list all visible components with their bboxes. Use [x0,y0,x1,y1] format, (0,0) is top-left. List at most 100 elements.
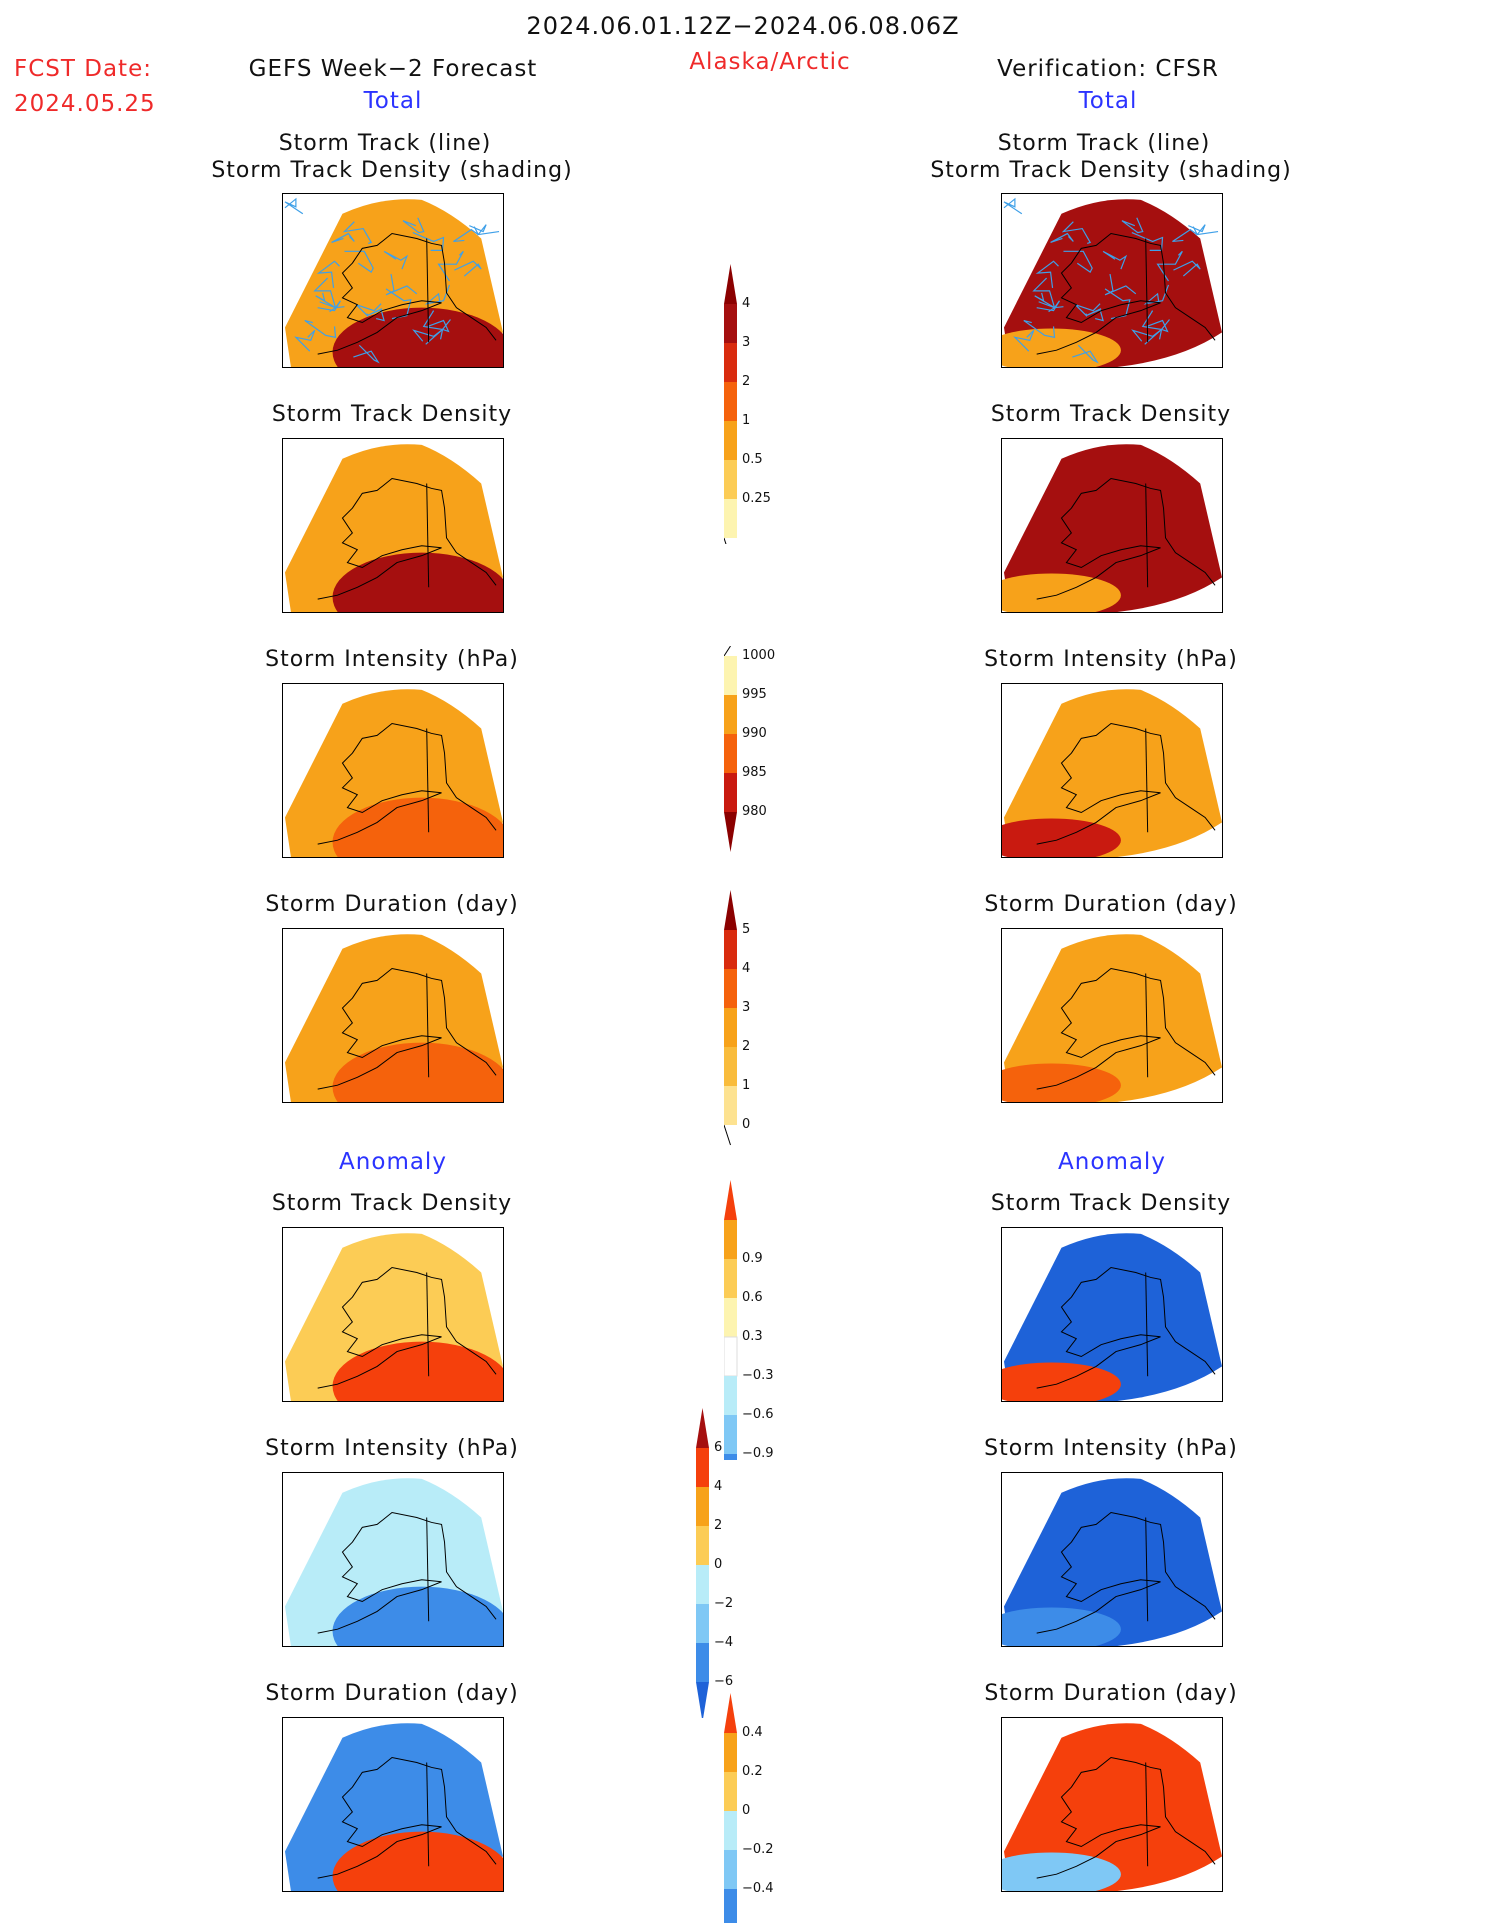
storm-track-line [422,310,451,331]
colorbar-segment [696,1565,709,1604]
map-canvas [1002,1478,1222,1646]
colorbar-anom-density: 0.9 0.6 0.3 −0.3 −0.6 −0.9 [724,1180,824,1460]
colorbar-segment [724,656,737,695]
colorbar-segment [724,773,737,812]
colorbar-top-arrow [724,1180,737,1220]
coastline [317,1512,497,1634]
colorbar-top-arrow [724,890,737,930]
storm-track-line [1013,330,1035,352]
colorbar-tick-label: 0.25 [742,491,771,506]
storm-track-line [1023,319,1056,339]
storm-track-line [1104,273,1137,296]
left-track-shading-title: Storm Track Density (shading) [211,158,573,183]
colorbar-segment [696,1526,709,1565]
map-shading-base [1003,1723,1222,1891]
colorbar-tick-label: 1 [742,413,751,428]
storm-track-line [331,232,355,244]
colorbar-tick-label: 995 [742,687,767,702]
colorbar-segment [724,1086,737,1125]
colorbar-segment [724,1376,737,1415]
colorbar-segment [724,1415,737,1454]
colorbar-tick-label: 0.2 [742,1764,763,1779]
storm-track-line [344,250,374,273]
period-title: 2024.06.01.12Z−2024.06.08.06Z [526,12,960,40]
colorbar-bottom-arrow [696,1682,709,1718]
storm-track-line [1172,226,1198,243]
colorbar-segment [724,930,737,969]
storm-track-line [454,260,482,277]
storm-track-line [469,224,500,236]
map-shading-core [332,1042,503,1102]
colorbar-tick-label: 4 [742,961,751,976]
colorbar-segment [724,1811,737,1850]
border-line [426,973,430,1078]
colorbar-segment [696,1448,709,1487]
map-vf-anom-intensity [1001,1472,1223,1647]
map-shading-core [332,797,503,857]
colorbar-graphic [724,264,737,544]
coastline [1036,1267,1216,1389]
map-vf-intensity [1001,683,1223,858]
colorbar-graphic [696,1408,709,1718]
colorbar-segment [724,1259,737,1298]
storm-track-line [1050,232,1074,244]
left-anom-density-title: Storm Track Density [271,1191,513,1216]
border-line [426,728,430,833]
map-fc-duration [282,928,504,1103]
colorbar-tick-label: −2 [714,1596,734,1611]
storm-track-line [1003,197,1023,215]
colorbar-segment [724,1889,737,1923]
map-canvas [284,1233,503,1401]
colorbar-segment [724,1336,738,1377]
storm-track-line [1156,250,1183,282]
colorbar-top-tail [724,646,731,657]
map-shading-core [332,1831,503,1891]
border-line [426,1517,430,1622]
colorbar-segment [724,1850,737,1889]
storm-track-line [1061,221,1092,244]
storm-track-line [294,330,316,352]
colorbar-bottom-arrow [724,812,737,852]
storm-track-line [402,217,425,234]
storm-track-line [1036,300,1060,312]
storm-track-line [304,319,337,339]
colorbar-segment [696,1604,709,1643]
map-canvas [284,444,503,612]
colorbar-total-density: 4 3 2 1 0.5 0.25 [724,264,824,544]
colorbar-segment [724,304,737,343]
colorbar-segment [724,1772,737,1811]
coastline [1036,1512,1216,1634]
colorbar-segment [724,1733,737,1772]
right-anom-intensity-title: Storm Intensity (hPa) [984,1436,1238,1461]
map-canvas [1002,1233,1222,1401]
storm-track-line [1035,260,1059,288]
colorbar-segment [696,1643,709,1682]
colorbar-tick-label: −0.6 [742,1407,774,1422]
map-shading-base [1003,1478,1222,1646]
storm-track-line [1173,260,1201,277]
colorbar-tick-label: 0.6 [742,1290,763,1305]
colorbar-tick-label: 0 [742,1117,751,1132]
storm-track-line [1121,217,1144,234]
storm-track-line [385,273,418,296]
colorbar-segment [724,1047,737,1086]
storm-track-line [412,327,444,342]
colorbar-bottom-tail [724,537,727,544]
border-line [1145,483,1149,588]
border-line [1145,238,1149,343]
colorbar-tick-label: 0.3 [742,1329,763,1344]
colorbar-segment [696,1487,709,1526]
map-fc-density [282,438,504,613]
colorbar-tick-label: 4 [742,296,751,311]
map-shading-base [1003,934,1222,1102]
colorbar-tick-label: 0.5 [742,452,763,467]
border-line [426,1272,430,1377]
region-title: Alaska/Arctic [689,49,851,75]
colorbar-tick-label: 4 [714,1479,723,1494]
right-anomaly-label: Anomaly [1058,1149,1166,1175]
colorbar-segment [724,1220,737,1259]
storm-track-line [1143,284,1170,305]
left-intensity-title: Storm Intensity (hPa) [265,647,519,672]
map-canvas [284,1478,503,1646]
colorbar-segment [724,1008,737,1047]
